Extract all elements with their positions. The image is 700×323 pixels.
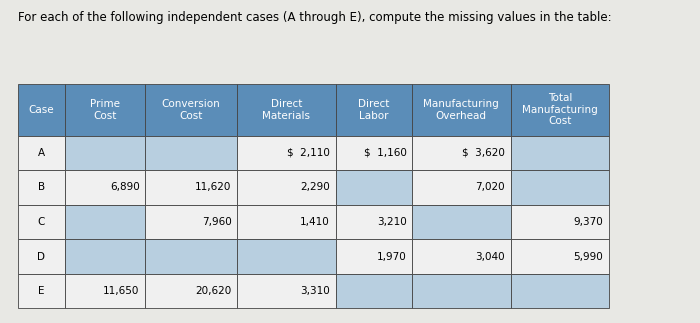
Text: 3,040: 3,040 [475,252,505,262]
Text: $  1,160: $ 1,160 [363,148,407,158]
Text: Direct
Materials: Direct Materials [262,99,310,120]
Text: Total
Manufacturing
Cost: Total Manufacturing Cost [522,93,598,126]
Text: Direct
Labor: Direct Labor [358,99,389,120]
Text: A: A [38,148,45,158]
Text: 11,620: 11,620 [195,182,232,193]
Text: 5,990: 5,990 [574,252,603,262]
Text: Conversion
Cost: Conversion Cost [162,99,220,120]
Text: 1,970: 1,970 [377,252,407,262]
Text: D: D [38,252,46,262]
Text: $  3,620: $ 3,620 [462,148,505,158]
Text: 7,960: 7,960 [202,217,232,227]
Text: 2,290: 2,290 [300,182,330,193]
Text: 7,020: 7,020 [475,182,505,193]
Text: 11,650: 11,650 [104,286,139,296]
Text: 3,210: 3,210 [377,217,407,227]
Text: Case: Case [29,105,55,115]
Text: B: B [38,182,45,193]
Text: $  2,110: $ 2,110 [287,148,330,158]
Text: For each of the following independent cases (A through E), compute the missing v: For each of the following independent ca… [18,11,611,24]
Text: Prime
Cost: Prime Cost [90,99,120,120]
Text: 6,890: 6,890 [110,182,139,193]
Text: 9,370: 9,370 [574,217,603,227]
Text: 1,410: 1,410 [300,217,330,227]
Text: Manufacturing
Overhead: Manufacturing Overhead [424,99,499,120]
Text: E: E [38,286,45,296]
Text: C: C [38,217,45,227]
Text: 20,620: 20,620 [195,286,232,296]
Text: 3,310: 3,310 [300,286,330,296]
